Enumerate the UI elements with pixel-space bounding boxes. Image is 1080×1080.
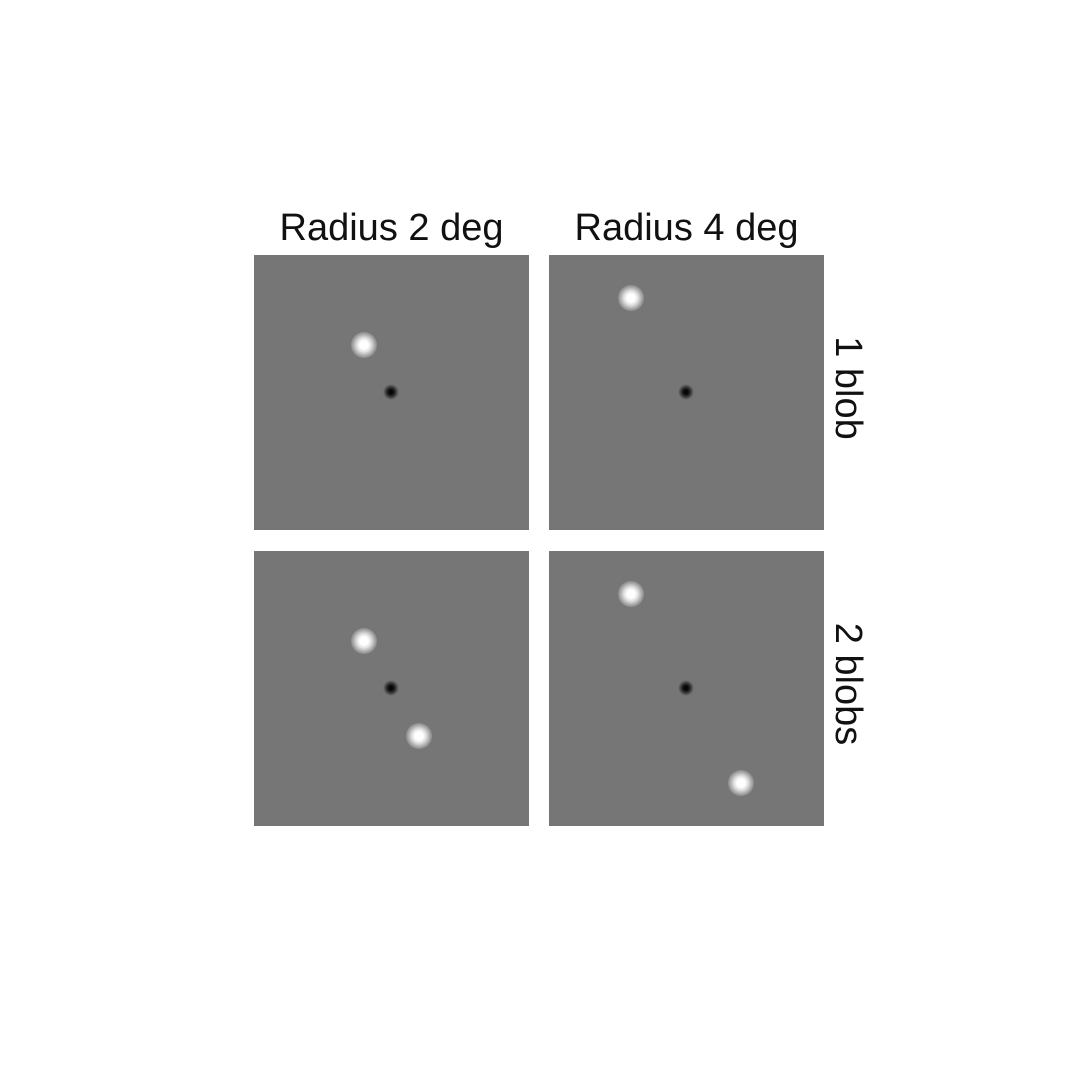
fixation-point: [383, 680, 399, 696]
stimulus-panel-r2-1blob: [254, 255, 529, 530]
column-header-radius-4: Radius 4 deg: [574, 207, 799, 249]
column-header-radius-2: Radius 2 deg: [279, 207, 504, 249]
row-label-2-blobs: 2 blobs: [827, 622, 869, 746]
gaussian-blob: [728, 770, 754, 796]
fixation-point: [678, 384, 694, 400]
stimulus-panel-r4-2blobs: [549, 551, 824, 826]
fixation-point: [678, 680, 694, 696]
stimulus-panel-r4-1blob: [549, 255, 824, 530]
gaussian-blob: [351, 332, 377, 358]
gaussian-blob: [406, 723, 432, 749]
fixation-point: [383, 384, 399, 400]
row-label-1-blob: 1 blob: [827, 336, 869, 440]
stimulus-panel-r2-2blobs: [254, 551, 529, 826]
gaussian-blob: [618, 581, 644, 607]
gaussian-blob: [351, 628, 377, 654]
gaussian-blob: [618, 285, 644, 311]
